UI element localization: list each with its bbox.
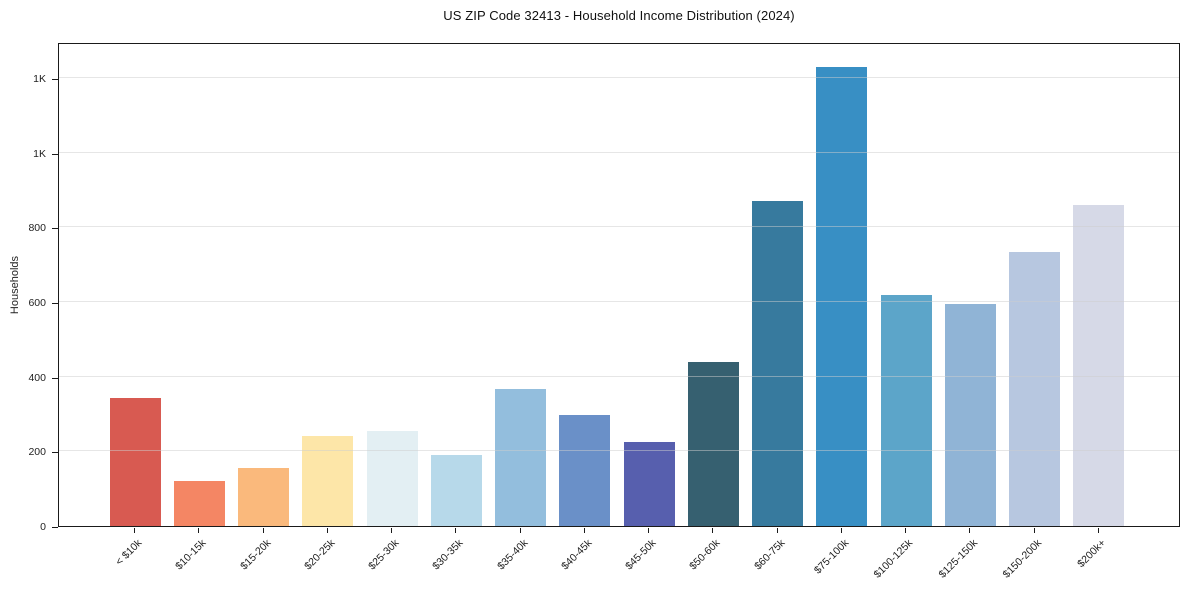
chart-title: US ZIP Code 32413 - Household Income Dis… <box>443 8 795 23</box>
y-tick-label: 1K <box>33 147 46 160</box>
y-tick-label: 1K <box>33 72 46 85</box>
x-tick-label: < $10k <box>113 537 145 568</box>
y-tick-mark <box>52 377 58 379</box>
x-tick-label: $10-15k <box>173 537 209 573</box>
bar-35-40k <box>495 389 547 526</box>
x-tick-mark <box>391 528 393 533</box>
x-tick-mark <box>326 528 328 533</box>
bar-layer <box>59 44 1179 526</box>
bar-15-20k <box>238 468 290 526</box>
x-tick-mark <box>969 528 971 533</box>
x-tick-label: $25-30k <box>366 537 402 573</box>
bar-150-200k <box>1009 251 1061 526</box>
bar-25-30k <box>366 431 418 526</box>
x-tick-mark <box>198 528 200 533</box>
x-tick-mark <box>583 528 585 533</box>
x-tick-label: $35-40k <box>494 537 531 573</box>
bar-20-25k <box>302 436 354 526</box>
plot-area <box>58 43 1180 527</box>
x-tick-mark <box>840 528 842 533</box>
x-tick-label: $60-75k <box>751 537 788 573</box>
y-tick-mark <box>52 527 58 528</box>
bar-60-75k <box>752 201 804 526</box>
x-tick-label: $20-25k <box>302 537 338 573</box>
y-tick-mark <box>52 78 58 80</box>
bar-125-150k <box>944 303 996 526</box>
bar-200k+ <box>1073 204 1125 526</box>
y-tick-mark <box>52 153 58 155</box>
bar-30-35k <box>430 455 482 526</box>
x-tick-mark <box>455 528 457 533</box>
bar-50-60k <box>687 361 739 526</box>
bar-75-100k <box>816 66 868 526</box>
x-tick-mark <box>648 528 650 533</box>
y-tick-mark <box>52 452 58 454</box>
y-tick-mark <box>52 228 58 230</box>
y-tick-label: 400 <box>28 371 46 384</box>
y-tick-mark <box>52 302 58 304</box>
x-tick-mark <box>262 528 264 533</box>
x-tick-label: $125-150k <box>936 537 980 581</box>
x-tick-mark <box>134 528 136 533</box>
x-tick-label: $40-45k <box>559 537 595 573</box>
x-tick-mark <box>712 528 714 533</box>
x-tick-mark <box>519 528 521 533</box>
y-tick-label: 0 <box>40 521 46 533</box>
bar-10-15k <box>173 481 225 526</box>
x-tick-label: $200k+ <box>1075 537 1109 571</box>
x-tick-label: $15-20k <box>237 537 274 573</box>
x-tick-label: $100-125k <box>872 537 916 581</box>
x-tick-mark <box>1097 528 1099 533</box>
x-tick-label: $30-35k <box>430 537 466 573</box>
x-tick-label: $50-60k <box>687 537 723 573</box>
x-tick-label: $45-50k <box>623 537 659 573</box>
x-tick-label: $150-200k <box>1000 537 1045 581</box>
x-tick-label: $75-100k <box>811 537 852 577</box>
bar-10k <box>109 397 161 526</box>
bar-45-50k <box>623 441 675 526</box>
y-axis: 0 200 400 600 800 1K 1K <box>0 43 58 533</box>
bar-40-45k <box>559 415 611 526</box>
bar-100-125k <box>880 294 932 526</box>
x-axis: < $10k $10-15k $15-20k $20-25k $25-30k $30-35… <box>58 528 1180 590</box>
y-tick-label: 200 <box>28 446 46 459</box>
y-tick-label: 600 <box>28 296 46 309</box>
x-tick-mark <box>905 528 907 533</box>
x-tick-mark <box>1033 528 1035 533</box>
y-tick-label: 800 <box>28 222 46 235</box>
x-tick-mark <box>776 528 778 533</box>
